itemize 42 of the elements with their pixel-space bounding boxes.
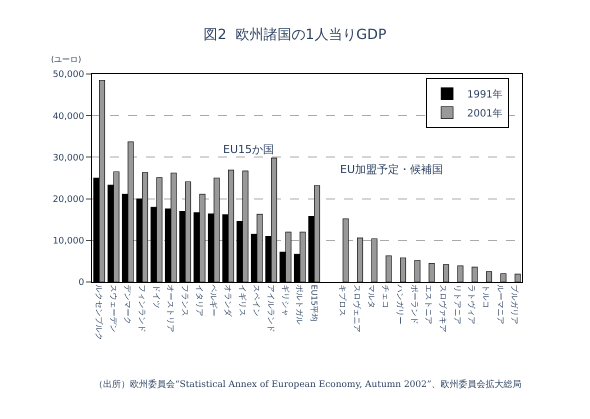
text: （出所）欧州委員会“Statistical Annex of European Economy, Autumn 2002”、欧州委員会拡大総局 — [94, 379, 522, 390]
x-tick-label: ルーマニア — [496, 284, 505, 325]
y-tick-label: 50,000 — [52, 70, 84, 80]
y-tick-label: 30,000 — [52, 153, 84, 164]
x-tick-label: ポーランド — [410, 284, 419, 325]
x-tick-label: ルクセンブルク — [94, 284, 104, 341]
y-axis-title: (ユーロ) — [51, 55, 82, 64]
x-tick-label: オーストリア — [166, 284, 176, 333]
x-tick-label: キプロス — [338, 284, 348, 317]
x-tick-label: フィンランド — [138, 284, 147, 333]
x-tick-label: チェコ — [381, 284, 390, 309]
x-tick-label: スロヴァキア — [438, 284, 448, 333]
x-tick-label: ラトヴィア — [467, 284, 476, 325]
x-tick-label: フランス — [180, 284, 190, 317]
x-tick-label: スロヴェニア — [352, 284, 362, 333]
x-tick-label: スペイン — [252, 284, 262, 317]
legend-label: 2001年 — [467, 108, 503, 120]
y-tick-label: 40,000 — [52, 112, 84, 122]
y-tick-label: 20,000 — [52, 194, 84, 205]
x-tick-label: マルタ — [366, 284, 376, 309]
y-tick-label: 10,000 — [52, 236, 84, 247]
x-tick-label: アイルランド — [266, 284, 276, 333]
annotation: EU加盟予定・候補国 — [340, 163, 444, 176]
x-tick-label: ベルギー — [209, 284, 218, 317]
x-tick-label: ギリシャ — [280, 284, 290, 317]
x-tick-label: ポルトガル — [295, 284, 304, 325]
y-tick-label: 0 — [78, 278, 84, 288]
x-tick-label: イタリア — [194, 284, 204, 317]
x-tick-label: オランダ — [224, 284, 233, 318]
x-tick-label: トルコ — [482, 284, 491, 309]
annotation: EU15か国 — [223, 143, 274, 156]
x-tick-label: リトアニア — [452, 284, 462, 325]
x-tick-label: スウェーデン — [108, 284, 118, 333]
x-tick-label: イギリス — [238, 284, 247, 317]
x-tick-label: EU15平均 — [310, 284, 319, 322]
x-tick-label: デンマーク — [123, 284, 132, 325]
x-tick-label: ハンガリー — [396, 284, 405, 325]
x-tick-label: エストニア — [424, 284, 434, 325]
x-tick-label: ブルガリア — [510, 284, 520, 325]
chart-title: 図2 欧州諸国の1人当りGDP — [204, 27, 386, 44]
x-tick-label: ドイツ — [152, 284, 161, 309]
legend-label: 1991年 — [467, 88, 503, 101]
